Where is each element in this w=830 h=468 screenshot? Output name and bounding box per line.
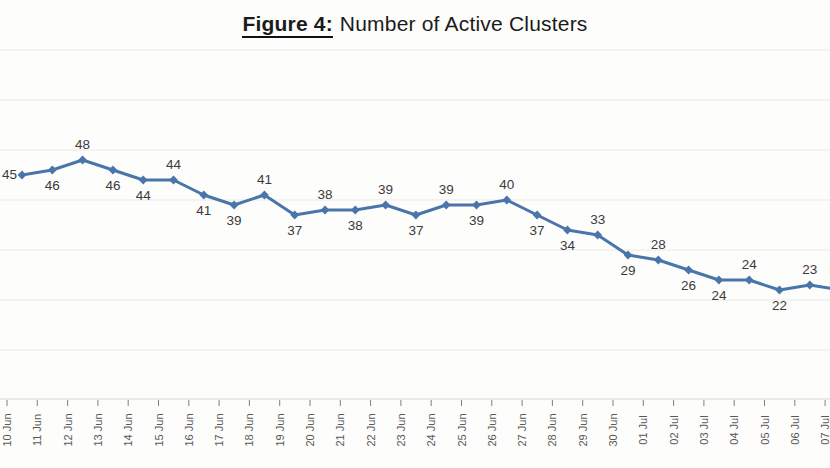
data-label: 48 — [75, 137, 90, 152]
data-label: 44 — [136, 188, 151, 203]
data-point-marker — [442, 201, 451, 210]
data-point-marker — [48, 166, 57, 175]
x-tick-label: 16 Jun — [183, 413, 194, 446]
x-tick-label: 22 Jun — [365, 413, 376, 446]
x-tick-label: 01 Jul — [638, 415, 649, 444]
x-tick-label: 15 Jun — [153, 413, 164, 446]
x-tick-label: 14 Jun — [123, 413, 134, 446]
x-tick-label: 10 Jun — [2, 413, 13, 446]
data-point-marker — [654, 256, 663, 265]
figure-4-active-clusters-chart: Figure 4:Number of Active Clusters 45464… — [0, 0, 830, 468]
data-label: 26 — [681, 278, 696, 293]
x-tick-label: 02 Jul — [668, 415, 679, 444]
data-point-marker — [381, 201, 390, 210]
x-tick-label: 18 Jun — [244, 413, 255, 446]
data-label: 37 — [408, 223, 423, 238]
data-label: 46 — [105, 178, 120, 193]
data-point-marker — [684, 266, 693, 275]
x-tick-label: 26 Jun — [486, 413, 497, 446]
x-tick-label: 03 Jul — [698, 415, 709, 444]
data-label: 41 — [257, 172, 272, 187]
data-point-marker — [18, 171, 27, 180]
x-tick-label: 21 Jun — [335, 413, 346, 446]
data-label: 39 — [469, 213, 484, 228]
data-label: 24 — [742, 257, 757, 272]
data-label: 38 — [317, 187, 332, 202]
x-tick-label: 28 Jun — [547, 413, 558, 446]
x-tick-label: 04 Jul — [729, 415, 740, 444]
x-tick-label: 13 Jun — [92, 413, 103, 446]
x-tick-label: 27 Jun — [517, 413, 528, 446]
data-label: 45 — [2, 167, 17, 182]
data-point-marker — [715, 276, 724, 285]
data-label: 44 — [166, 157, 181, 172]
data-label: 38 — [348, 218, 363, 233]
data-point-marker — [230, 201, 239, 210]
x-tick-label: 23 Jun — [395, 413, 406, 446]
data-label: 39 — [439, 182, 454, 197]
x-tick-label: 11 Jun — [32, 414, 43, 446]
data-label: 37 — [530, 223, 545, 238]
x-tick-label: 06 Jul — [789, 415, 800, 444]
data-point-marker — [805, 281, 814, 290]
data-point-marker — [745, 276, 754, 285]
data-point-marker — [109, 166, 118, 175]
data-label: 39 — [227, 213, 242, 228]
data-point-marker — [78, 156, 87, 165]
data-label: 29 — [620, 263, 635, 278]
x-tick-label: 25 Jun — [456, 413, 467, 446]
data-point-marker — [321, 206, 330, 215]
data-label: 28 — [651, 237, 666, 252]
data-point-marker — [139, 176, 148, 185]
data-label: 39 — [378, 182, 393, 197]
x-tick-label: 24 Jun — [426, 413, 437, 446]
data-label: 40 — [499, 177, 514, 192]
data-point-marker — [412, 211, 421, 220]
x-tick-label: 12 Jun — [62, 413, 73, 446]
data-label: 23 — [802, 262, 817, 277]
x-tick-label: 19 Jun — [274, 413, 285, 446]
x-tick-label: 30 Jun — [608, 413, 619, 446]
data-label: 33 — [590, 212, 605, 227]
data-label: 46 — [45, 178, 60, 193]
data-label: 24 — [711, 288, 726, 303]
data-label: 22 — [772, 298, 787, 313]
data-point-marker — [775, 286, 784, 295]
data-label: 34 — [560, 238, 575, 253]
data-label: 37 — [287, 223, 302, 238]
x-tick-label: 07 Jul — [820, 415, 830, 444]
x-tick-label: 17 Jun — [214, 413, 225, 446]
data-point-marker — [472, 201, 481, 210]
x-tick-label: 29 Jun — [577, 413, 588, 446]
x-tick-label: 20 Jun — [305, 413, 316, 446]
data-point-marker — [351, 206, 360, 215]
data-label: 41 — [196, 203, 211, 218]
x-tick-label: 05 Jul — [759, 415, 770, 444]
